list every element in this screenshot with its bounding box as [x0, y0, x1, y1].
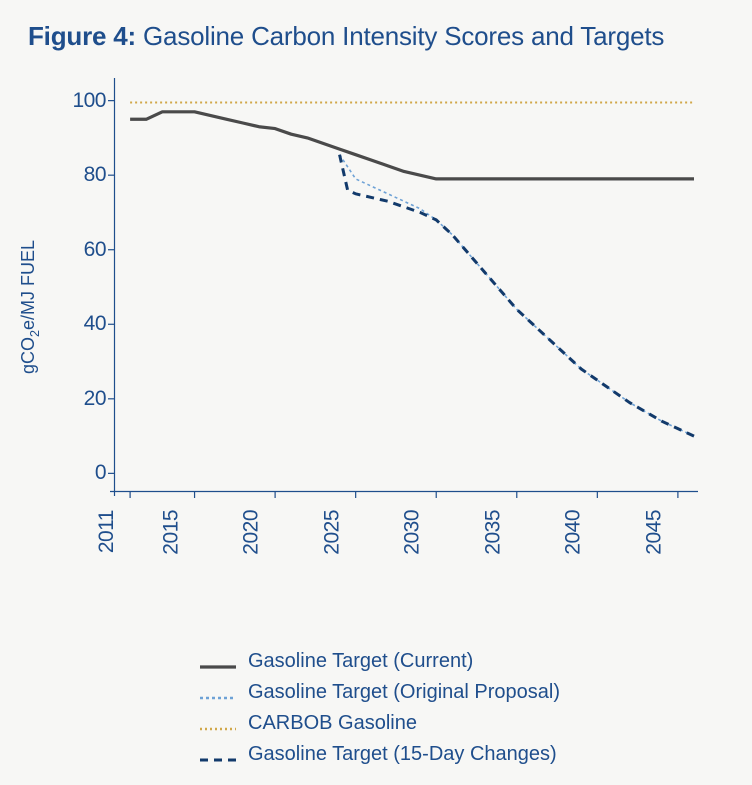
legend-label: Gasoline Target (Original Proposal) [248, 677, 560, 708]
legend-label: Gasoline Target (Current) [248, 646, 473, 677]
chart-area: gCO2e/MJ FUEL 02040608010020112015202020… [66, 62, 726, 552]
plot-region: 0204060801002011201520202025203020352040… [114, 82, 694, 492]
y-tick-label: 100 [72, 89, 106, 113]
x-tick-label: 2011 [95, 510, 119, 553]
legend-item-carbob: CARBOB Gasoline [200, 708, 560, 739]
figure-container: Figure 4: Gasoline Carbon Intensity Scor… [0, 0, 752, 785]
legend-item-original_proposal: Gasoline Target (Original Proposal) [200, 677, 560, 708]
x-tick-label: 2035 [481, 510, 505, 555]
x-tick-label: 2045 [642, 510, 666, 555]
y-tick-label: 0 [95, 461, 106, 485]
y-tick-label: 60 [84, 238, 106, 262]
legend-label: Gasoline Target (15-Day Changes) [248, 739, 557, 770]
legend: Gasoline Target (Current)Gasoline Target… [200, 646, 560, 770]
legend-item-fifteen_day: Gasoline Target (15-Day Changes) [200, 739, 560, 770]
y-tick-label: 80 [84, 163, 106, 187]
x-tick-label: 2015 [159, 510, 183, 555]
legend-item-current: Gasoline Target (Current) [200, 646, 560, 677]
series-current [130, 112, 694, 179]
figure-label: Figure 4: [28, 21, 136, 51]
y-axis-label: gCO2e/MJ FUEL [18, 240, 42, 374]
y-tick-label: 20 [84, 387, 106, 411]
x-tick-label: 2040 [562, 510, 586, 555]
legend-label: CARBOB Gasoline [248, 708, 417, 739]
chart-svg [114, 82, 694, 492]
series-fifteen_day [340, 155, 694, 436]
y-tick-label: 40 [84, 312, 106, 336]
figure-title: Figure 4: Gasoline Carbon Intensity Scor… [28, 20, 724, 54]
x-tick-label: 2020 [240, 510, 264, 555]
x-tick-label: 2030 [401, 510, 425, 555]
figure-name: Gasoline Carbon Intensity Scores and Tar… [143, 21, 664, 51]
series-original_proposal [340, 155, 694, 436]
x-tick-label: 2025 [320, 510, 344, 555]
